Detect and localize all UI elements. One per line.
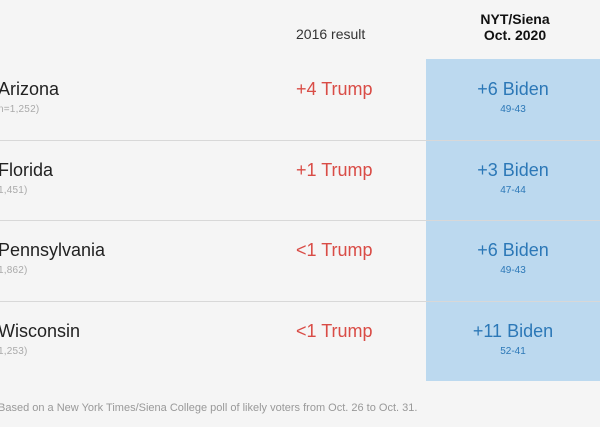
state-name: Arizona [0,79,60,99]
poll-margin: +3 Biden [477,160,549,180]
result-2016: +4 Trump [296,79,373,99]
header-poll: NYT/Siena Oct. 2020 [458,11,572,43]
state-name: Pennsylvania [0,240,106,260]
poll-cell: +11 Biden 52-41 [426,301,600,381]
row-divider [0,301,600,302]
sample-size: n=1,252) [0,104,40,115]
poll-split: 49-43 [500,265,526,276]
table-row-pennsylvania: Pennsylvania 1,862) <1 Trump +6 Biden 49… [0,220,600,300]
state-name: Wisconsin [0,321,81,341]
header-2016-result: 2016 result [296,26,366,42]
poll-cell: +6 Biden 49-43 [426,59,600,139]
row-divider [0,140,600,141]
footnote: Based on a New York Times/Siena College … [0,402,418,414]
sample-size: 1,451) [0,185,28,196]
poll-cell: +3 Biden 47-44 [426,140,600,220]
poll-split: 47-44 [500,185,526,196]
poll-margin: +6 Biden [477,79,549,99]
state-name: Florida [0,160,54,180]
table-row-florida: Florida 1,451) +1 Trump +3 Biden 47-44 [0,140,600,220]
poll-cell: +6 Biden 49-43 [426,220,600,300]
poll-split: 52-41 [500,346,526,357]
poll-margin: +11 Biden [472,321,554,341]
header-poll-line2: Oct. 2020 [483,27,547,43]
result-2016: <1 Trump [296,321,373,341]
row-divider [0,220,600,221]
header-poll-line1: NYT/Siena [480,11,550,27]
poll-margin: +6 Biden [477,240,549,260]
result-2016: <1 Trump [296,240,373,260]
table-row-arizona: Arizona n=1,252) +4 Trump +6 Biden 49-43 [0,59,600,139]
sample-size: 1,862) [0,265,28,276]
result-2016: +1 Trump [296,160,373,180]
table-row-wisconsin: Wisconsin 1,253) <1 Trump +11 Biden 52-4… [0,301,600,381]
poll-split: 49-43 [500,104,526,115]
sample-size: 1,253) [0,346,28,357]
